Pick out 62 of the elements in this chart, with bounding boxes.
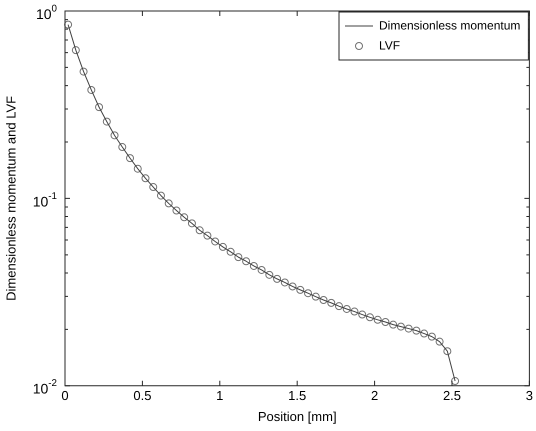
point	[258, 266, 266, 274]
point	[296, 286, 304, 294]
point	[110, 131, 119, 140]
point	[149, 183, 158, 192]
point	[381, 318, 390, 326]
x-tick-label: 3	[526, 388, 533, 404]
point	[428, 332, 436, 341]
legend-label: LVF	[379, 38, 400, 52]
y-axis-title: Dimensionless momentum and LVF	[3, 96, 18, 301]
x-tick-label: 2.5	[442, 388, 462, 404]
point	[366, 313, 374, 322]
point	[443, 347, 452, 356]
x-tick-label: 0.5	[133, 388, 152, 404]
point	[234, 253, 242, 262]
x-tick-label: 2	[370, 388, 378, 404]
point	[420, 330, 428, 338]
point	[118, 143, 126, 152]
point	[350, 308, 358, 316]
point	[436, 338, 444, 346]
point	[72, 46, 80, 54]
legend-label: Dimensionless momentum	[379, 18, 520, 32]
point	[180, 213, 188, 222]
x-axis-title: Position [mm]	[258, 408, 337, 424]
point	[172, 206, 180, 214]
point	[265, 270, 274, 279]
point	[374, 316, 382, 324]
point	[327, 298, 336, 307]
point	[196, 226, 204, 234]
point	[218, 242, 227, 251]
point	[203, 232, 212, 240]
point	[242, 257, 250, 266]
point	[95, 103, 104, 112]
point	[412, 326, 420, 335]
point	[288, 282, 297, 290]
point	[226, 248, 235, 256]
point	[141, 174, 150, 182]
point	[211, 237, 220, 246]
point	[280, 278, 289, 286]
point	[156, 192, 165, 200]
point	[342, 304, 351, 313]
point	[358, 310, 366, 319]
point	[320, 296, 328, 304]
point	[304, 289, 312, 298]
point	[134, 164, 142, 173]
point	[164, 199, 173, 208]
point	[273, 274, 282, 283]
point	[389, 320, 398, 329]
point	[404, 324, 413, 333]
point	[250, 262, 258, 270]
point	[80, 68, 88, 76]
point	[451, 377, 460, 386]
point	[126, 154, 134, 162]
x-tick-label: 1.5	[288, 388, 306, 404]
point	[102, 118, 111, 126]
point	[188, 219, 196, 228]
point	[334, 302, 343, 310]
x-tick-label: 0	[61, 388, 69, 404]
point	[87, 86, 96, 94]
point	[312, 292, 320, 301]
point	[396, 322, 405, 331]
point	[64, 20, 72, 29]
x-tick-label: 1	[216, 388, 224, 404]
